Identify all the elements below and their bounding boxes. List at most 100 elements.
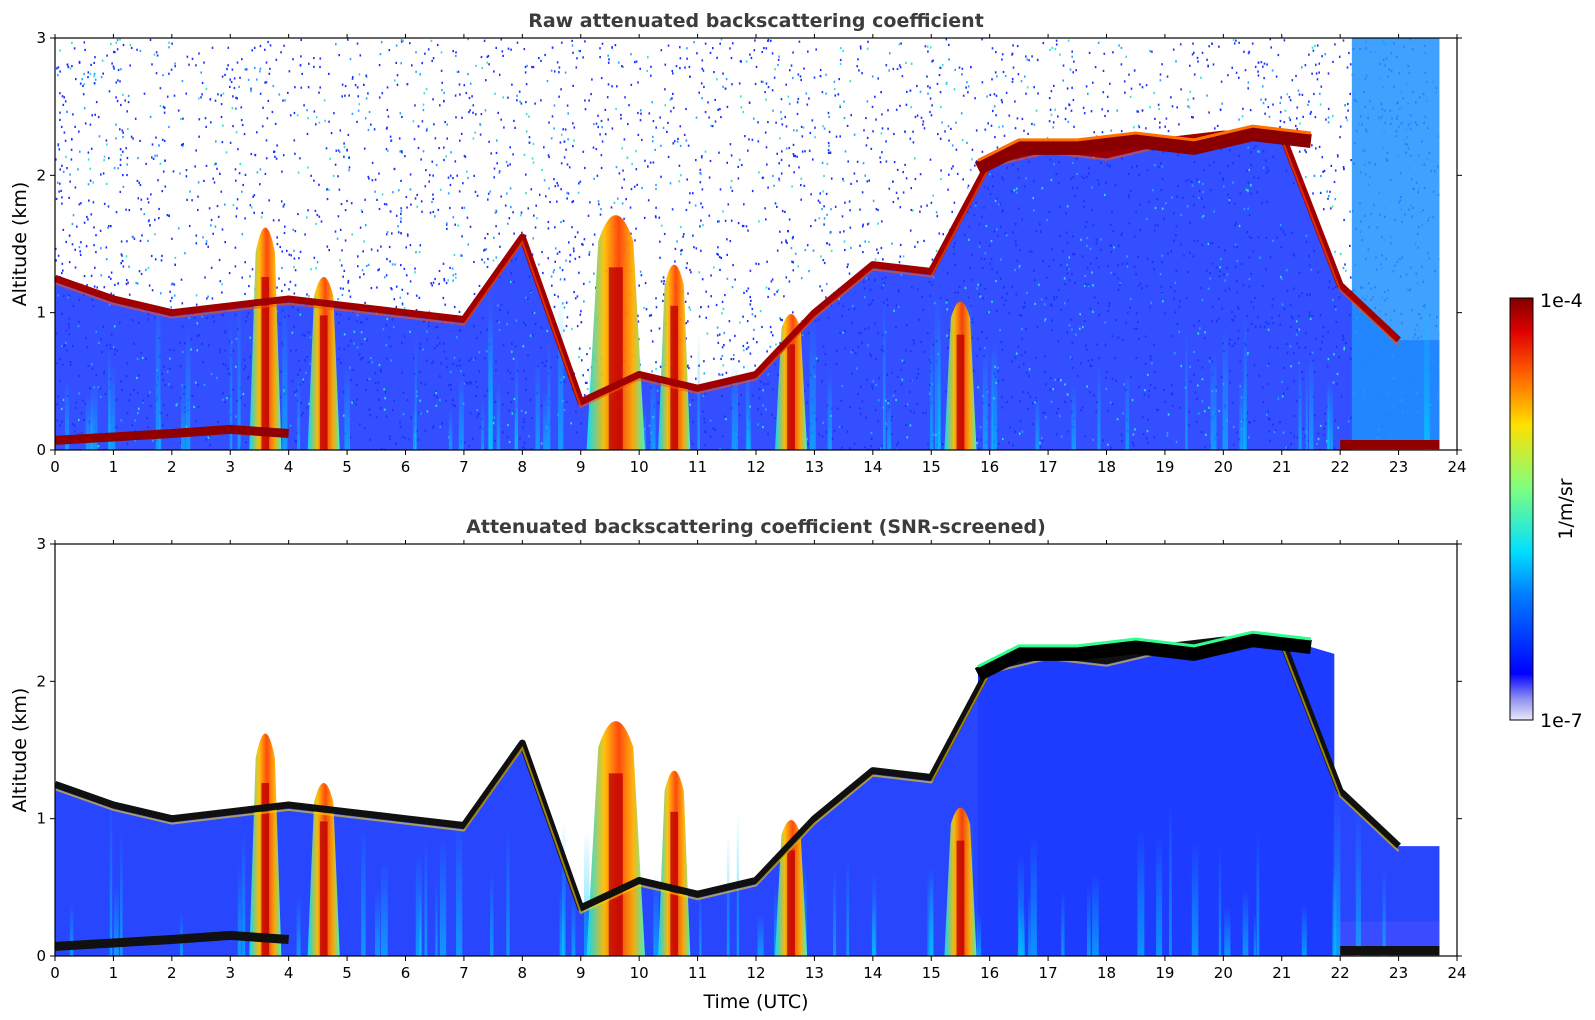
noise-speck [979,426,982,429]
noise-speck [389,435,391,438]
noise-speck [1272,239,1274,242]
noise-speck [306,216,308,219]
noise-speck [860,331,863,334]
noise-speck [235,337,238,340]
noise-speck [360,358,362,361]
noise-speck [1146,430,1149,433]
noise-speck [1174,311,1177,314]
noise-speck [1018,266,1021,269]
noise-speck [338,54,340,57]
noise-speck [890,433,893,436]
noise-speck [723,344,725,347]
noise-speck [551,284,553,287]
noise-speck [162,379,165,382]
noise-speck [1170,335,1173,338]
noise-speck [339,259,341,262]
noise-speck [1293,435,1295,438]
noise-speck [365,97,368,100]
noise-speck [182,142,184,146]
noise-speck [403,307,406,310]
noise-speck [1226,273,1229,276]
noise-speck [1289,99,1292,102]
noise-speck [572,51,574,54]
noise-speck [796,112,799,116]
noise-speck [515,345,517,348]
noise-speck [79,250,81,253]
noise-speck [221,228,224,231]
noise-speck [1316,78,1319,81]
noise-speck [439,398,441,401]
noise-speck [1027,132,1029,135]
noise-speck [1132,441,1134,445]
noise-speck [435,325,437,328]
noise-speck [361,357,363,360]
noise-speck [1014,127,1017,130]
noise-speck [563,278,566,281]
noise-speck [827,149,830,152]
noise-speck [1349,244,1351,247]
noise-speck [425,87,428,91]
noise-speck [1349,63,1352,66]
noise-speck [1233,443,1235,446]
noise-speck [475,380,477,383]
noise-speck [730,154,733,157]
noise-speck [546,80,549,83]
noise-speck [846,265,849,269]
noise-speck [143,213,146,216]
noise-speck [663,280,665,283]
noise-speck [1247,352,1249,355]
noise-speck [914,157,916,160]
noise-speck [521,231,523,234]
noise-speck [203,179,205,182]
noise-speck [198,135,200,138]
noise-speck [147,239,149,242]
noise-speck [213,320,216,323]
noise-speck [818,318,820,321]
noise-speck [910,379,912,382]
noise-speck [839,231,841,234]
noise-speck [722,85,724,88]
noise-speck [791,237,794,240]
noise-speck [59,118,61,121]
noise-speck [356,346,359,349]
noise-speck [110,292,113,295]
noise-speck [1081,406,1084,409]
noise-speck [484,109,487,112]
noise-speck [1053,298,1056,301]
noise-speck [1070,318,1073,321]
noise-speck [1262,65,1264,68]
noise-speck [250,206,253,209]
noise-speck [1032,197,1034,200]
noise-speck [400,212,402,216]
noise-speck [576,231,579,234]
noise-speck [431,59,433,62]
noise-speck [475,394,477,398]
noise-speck [1057,181,1060,184]
noise-speck [1217,317,1220,320]
noise-speck [70,158,73,161]
noise-speck [892,200,895,204]
noise-speck [59,182,61,185]
noise-speck [1001,58,1003,61]
noise-speck [426,330,428,333]
noise-speck [800,125,803,128]
noise-speck [378,207,381,211]
noise-speck [1314,116,1317,119]
noise-speck [1233,42,1236,45]
noise-speck [483,357,486,360]
noise-speck [189,190,191,193]
noise-speck [439,104,441,107]
noise-speck [881,287,883,290]
noise-speck [623,217,625,220]
noise-speck [869,353,871,356]
noise-speck [423,92,426,95]
noise-speck [1014,100,1016,103]
noise-speck [284,225,286,228]
noise-speck [1132,433,1135,436]
noise-speck [837,407,839,410]
noise-speck [548,155,550,159]
noise-speck [289,424,292,427]
noise-speck [690,271,692,274]
noise-speck [1238,41,1240,44]
noise-speck [399,112,402,115]
